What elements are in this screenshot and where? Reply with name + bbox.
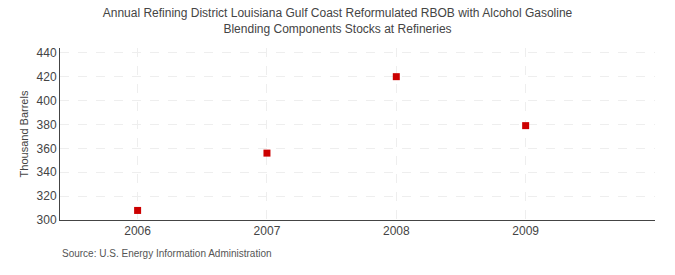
svg-text:2007: 2007 <box>254 224 281 238</box>
svg-text:2009: 2009 <box>512 224 539 238</box>
svg-text:380: 380 <box>37 118 57 132</box>
svg-text:Thousand Barrels: Thousand Barrels <box>18 90 30 177</box>
svg-text:2006: 2006 <box>124 224 151 238</box>
svg-text:300: 300 <box>37 213 57 227</box>
svg-text:2008: 2008 <box>383 224 410 238</box>
svg-text:340: 340 <box>37 165 57 179</box>
svg-text:400: 400 <box>37 94 57 108</box>
svg-text:440: 440 <box>37 46 57 60</box>
svg-text:320: 320 <box>37 189 57 203</box>
svg-text:360: 360 <box>37 142 57 156</box>
svg-text:Annual Refining District Louis: Annual Refining District Louisiana Gulf … <box>103 6 573 36</box>
svg-text:420: 420 <box>37 70 57 84</box>
svg-text:Source: U.S. Energy Informatio: Source: U.S. Energy Information Administ… <box>62 248 272 259</box>
